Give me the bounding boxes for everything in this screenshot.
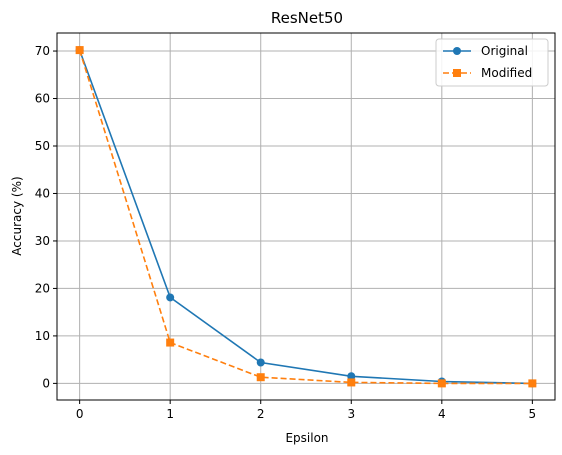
x-tick-label: 4 [438, 407, 446, 421]
y-tick-label: 70 [35, 44, 50, 58]
data-point-original [347, 372, 356, 381]
data-point-original [256, 358, 265, 367]
legend-label-original: Original [481, 44, 528, 58]
x-tick-label: 3 [347, 407, 355, 421]
chart-title: ResNet50 [271, 9, 343, 27]
legend-marker-original [453, 47, 461, 55]
series-line-modified [78, 49, 533, 385]
y-tick-label: 0 [42, 376, 50, 390]
legend: Original Modified [435, 38, 549, 87]
x-tick-label: 5 [529, 407, 537, 421]
data-point-modified [528, 379, 537, 388]
data-point-modified [75, 46, 84, 55]
y-tick-label: 10 [35, 329, 50, 343]
y-axis-label: Accuracy (%) [10, 176, 24, 255]
series-layer [75, 46, 537, 388]
data-point-modified [437, 379, 446, 388]
x-tick-label: 2 [257, 407, 265, 421]
legend-marker-modified [453, 69, 461, 77]
data-point-modified [256, 373, 265, 382]
x-tick-label: 1 [166, 407, 174, 421]
data-point-original [166, 293, 175, 302]
y-tick-label: 20 [35, 281, 50, 295]
series-line-original [78, 49, 533, 385]
data-point-modified [166, 338, 175, 347]
y-tick-label: 40 [35, 186, 50, 200]
x-tick-label: 0 [76, 407, 84, 421]
data-point-modified [347, 378, 356, 387]
y-tick-label: 50 [35, 139, 50, 153]
y-tick-label: 60 [35, 92, 50, 106]
legend-label-modified: Modified [481, 66, 532, 80]
y-tick-label: 30 [35, 234, 50, 248]
x-axis-label: Epsilon [285, 431, 328, 445]
plot-frame [56, 32, 556, 401]
